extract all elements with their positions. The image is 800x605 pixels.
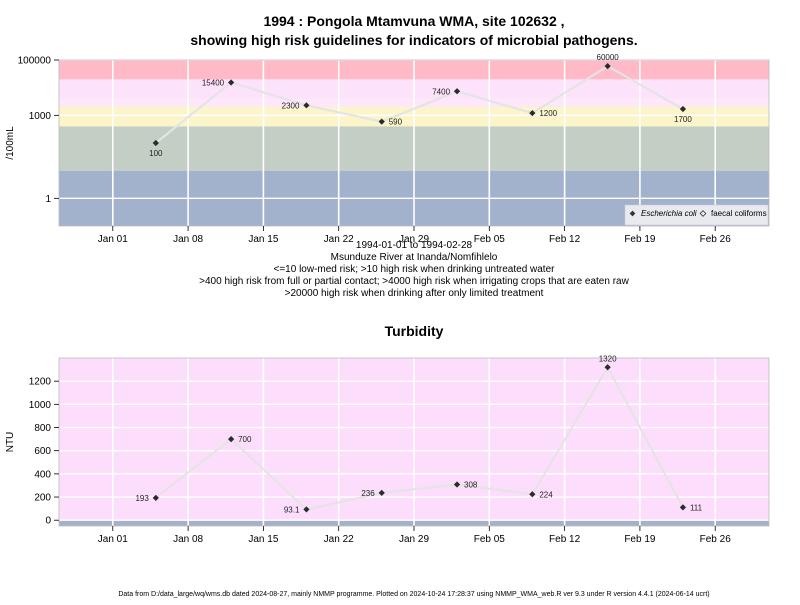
data-point-5 bbox=[529, 491, 536, 498]
x-tick-label-0: Jan 01 bbox=[98, 234, 128, 245]
data-label-2: 93.1 bbox=[284, 505, 300, 514]
legend-ecoli-label: Escherichia coli bbox=[641, 209, 697, 218]
x-tick-label-5: Feb 05 bbox=[474, 534, 506, 545]
x-tick-label-1: Jan 08 bbox=[173, 234, 203, 245]
x-tick-label-2: Jan 15 bbox=[248, 534, 278, 545]
x-tick-label-6: Feb 12 bbox=[549, 534, 581, 545]
chart1-title-line1: 1994 : Pongola Mtamvuna WMA, site 102632… bbox=[263, 13, 564, 29]
x-tick-label-4: Jan 29 bbox=[399, 234, 429, 245]
series-line-0 bbox=[155, 365, 684, 511]
x-tick-label-0: Jan 01 bbox=[98, 534, 128, 545]
x-tick-label-8: Feb 26 bbox=[700, 534, 732, 545]
y-tick-label-3: 600 bbox=[34, 446, 51, 457]
y-tick-label-0: 0 bbox=[45, 516, 51, 527]
footer-note: Data from D:/data_large/wq/wms.db dated … bbox=[118, 591, 709, 598]
y-tick-label-6: 1200 bbox=[29, 377, 52, 388]
data-label-1: 15400 bbox=[202, 78, 225, 87]
caption-line-5: >20000 high risk when drinking after onl… bbox=[285, 288, 544, 299]
data-point-1 bbox=[228, 79, 235, 86]
data-label-6: 1320 bbox=[599, 354, 617, 363]
y-tick-label-5: 1000 bbox=[29, 400, 52, 411]
data-label-4: 7400 bbox=[432, 87, 450, 96]
legend-faecal-marker bbox=[699, 210, 707, 217]
y-tick-label-2: 400 bbox=[34, 469, 51, 480]
caption-line-4: >400 high risk from full or partial cont… bbox=[199, 276, 629, 287]
data-point-3 bbox=[378, 489, 385, 496]
data-label-0: 100 bbox=[149, 149, 163, 158]
data-label-3: 590 bbox=[389, 118, 403, 127]
data-point-5 bbox=[529, 110, 536, 117]
y-tick-label-4: 800 bbox=[34, 423, 51, 434]
legend-faecal-label: faecal coliforms bbox=[711, 209, 767, 218]
data-point-0 bbox=[152, 139, 159, 147]
data-label-2: 2300 bbox=[282, 101, 300, 110]
x-tick-label-4: Jan 29 bbox=[399, 534, 429, 545]
data-point-2 bbox=[303, 506, 310, 513]
data-label-5: 1200 bbox=[539, 109, 557, 118]
turbidity-chart: Turbidity 0 200 400 600 800 1000 1200 Jan 01 Ja… bbox=[5, 323, 770, 545]
x-tick-label-5: Feb 05 bbox=[474, 234, 506, 245]
chart1-y-axis-label: /100mL bbox=[5, 126, 16, 160]
x-tick-label-6: Feb 12 bbox=[549, 234, 581, 245]
x-tick-label-2: Jan 15 bbox=[248, 234, 278, 245]
data-label-7: 111 bbox=[690, 503, 703, 512]
x-tick-label-3: Jan 22 bbox=[324, 234, 354, 245]
chart2-title: Turbidity bbox=[385, 323, 444, 339]
data-label-5: 224 bbox=[539, 490, 553, 499]
chart1-legend: Escherichia coli faecal coliforms bbox=[624, 204, 769, 226]
y-tick-label-1: 1000 bbox=[29, 111, 52, 122]
caption-line-1: 1994-01-01 to 1994-02-28 bbox=[356, 240, 473, 251]
ecoli-chart: 1994 : Pongola Mtamvuna WMA, site 102632… bbox=[5, 13, 770, 299]
data-label-6: 60000 bbox=[597, 53, 620, 62]
chart2-y-axis-label: NTU bbox=[5, 432, 16, 453]
data-label-0: 193 bbox=[135, 494, 149, 503]
data-label-1: 700 bbox=[238, 435, 252, 444]
x-tick-label-7: Feb 19 bbox=[624, 534, 656, 545]
data-label-3: 236 bbox=[361, 489, 375, 498]
data-label-4: 308 bbox=[464, 481, 478, 490]
chart1-title-line2: showing high risk guidelines for indicat… bbox=[190, 32, 637, 48]
x-tick-label-8: Feb 26 bbox=[700, 234, 732, 245]
data-point-4 bbox=[453, 481, 461, 488]
y-tick-label-1: 200 bbox=[34, 493, 51, 504]
caption-line-3: <=10 low-med risk; >10 high risk when dr… bbox=[274, 264, 556, 275]
legend-ecoli-marker bbox=[629, 210, 636, 217]
x-tick-label-1: Jan 08 bbox=[173, 534, 203, 545]
series-line-0 bbox=[155, 64, 684, 144]
x-tick-label-7: Feb 19 bbox=[624, 234, 656, 245]
y-tick-label-0: 1 bbox=[45, 194, 51, 205]
x-tick-label-3: Jan 22 bbox=[324, 534, 354, 545]
data-point-6 bbox=[604, 364, 611, 371]
caption-line-2: Msunduze River at Inanda/Nomfihlelo bbox=[331, 252, 498, 263]
y-tick-label-2: 100000 bbox=[18, 56, 52, 67]
data-label-7: 1700 bbox=[674, 115, 692, 124]
